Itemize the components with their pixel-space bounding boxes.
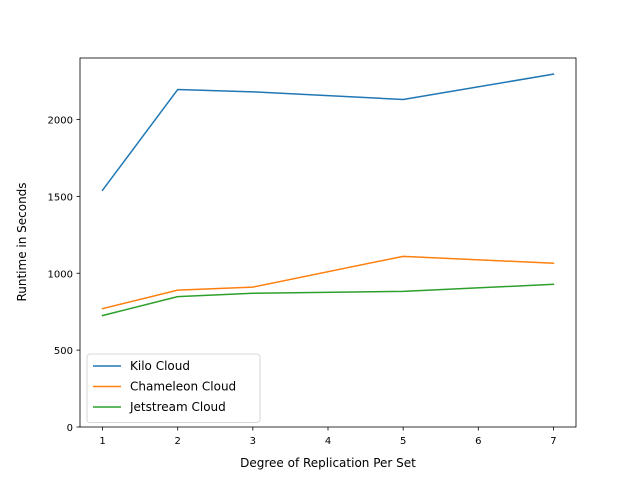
y-tick-label: 0: [67, 423, 73, 434]
y-tick-label: 1500: [48, 192, 73, 203]
x-tick-label: 5: [400, 436, 406, 447]
legend-label-2: Chameleon Cloud: [130, 380, 236, 394]
plot-area: [101, 73, 555, 317]
x-tick-label: 6: [475, 436, 481, 447]
x-tick-label: 7: [550, 436, 556, 447]
series-line-2: [101, 255, 555, 310]
x-tick-label: 1: [99, 436, 105, 447]
x-tick-label: 4: [325, 436, 331, 447]
y-tick-label: 1000: [48, 269, 73, 280]
x-tick-label: 2: [175, 436, 181, 447]
legend: Kilo Cloud Chameleon Cloud Jetstream Cloud: [86, 353, 261, 423]
series-line-3: [101, 283, 555, 317]
legend-label-1: Kilo Cloud: [130, 359, 190, 373]
x-tick-label: 3: [250, 436, 256, 447]
y-tick-label: 500: [54, 346, 73, 357]
series-line-1: [101, 73, 555, 192]
y-axis-label: Runtime in Seconds: [15, 182, 29, 301]
legend-label-3: Jetstream Cloud: [129, 400, 226, 414]
legend-box: [86, 353, 261, 423]
x-axis-label: Degree of Replication Per Set: [240, 456, 416, 470]
axes: 1 2 3 4 5 6 7 0 500 1000 1500 2000: [48, 57, 577, 447]
y-tick-label: 2000: [48, 116, 73, 127]
